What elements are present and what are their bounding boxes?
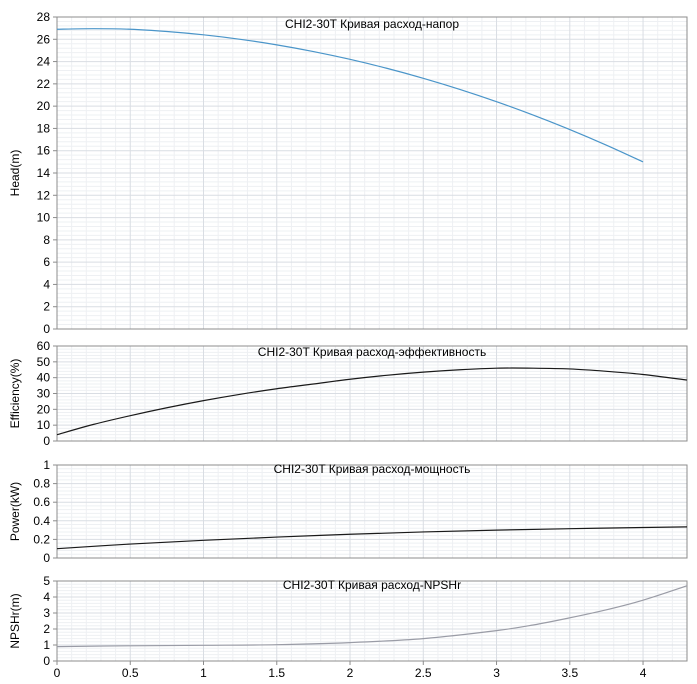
y-axis-label: NPSHr(m) (8, 593, 22, 648)
x-tick-label: 2 (347, 666, 354, 680)
x-tick-label: 0.5 (122, 666, 139, 680)
y-tick-label: 0 (43, 322, 50, 336)
plot-frame (56, 16, 688, 330)
y-tick-label: 5 (43, 574, 50, 588)
series-line-1-0 (56, 367, 688, 436)
y-tick-label: 18 (37, 121, 51, 135)
chart-panel-2: 0 0.2 0.4 0.6 0.8 1 CHI2-30T Кривая расход-мощ… (8, 458, 688, 565)
y-tick-label: 26 (37, 32, 51, 46)
y-tick-label: 1 (43, 638, 50, 652)
x-tick-label: 1.5 (268, 666, 285, 680)
series-line-3-0 (56, 585, 688, 648)
y-tick-label: 0.6 (33, 495, 50, 509)
series-line-2-0 (56, 526, 688, 550)
x-tick-label: 1 (200, 666, 207, 680)
y-tick-label: 12 (37, 188, 51, 202)
chart-title: CHI2-30T Кривая расход-NPSHr (283, 578, 461, 592)
y-tick-label: 20 (37, 99, 51, 113)
y-tick-label: 0 (43, 654, 50, 668)
y-tick-label: 10 (37, 211, 51, 225)
y-axis-label: Efficiency(%) (8, 359, 22, 429)
y-tick-label: 6 (43, 255, 50, 269)
y-axis-label: Head(m) (8, 150, 22, 197)
y-tick-label: 1 (43, 458, 50, 472)
y-tick-label: 0 (43, 551, 50, 565)
y-tick-label: 24 (37, 55, 51, 69)
plot-frame (56, 345, 688, 442)
y-tick-label: 0.8 (33, 477, 50, 491)
y-tick-label: 40 (37, 371, 51, 385)
y-tick-label: 10 (37, 418, 51, 432)
y-tick-label: 50 (37, 355, 51, 369)
y-tick-label: 30 (37, 387, 51, 401)
y-tick-label: 20 (37, 402, 51, 416)
x-tick-label: 3 (493, 666, 500, 680)
x-tick-label: 0 (54, 666, 61, 680)
y-tick-label: 22 (37, 77, 51, 91)
y-tick-label: 60 (37, 339, 51, 353)
plot-frame (56, 464, 688, 559)
y-tick-label: 14 (37, 166, 51, 180)
y-tick-label: 0 (43, 434, 50, 448)
chart-title: CHI2-30T Кривая расход-мощность (274, 462, 471, 476)
x-tick-label: 4 (640, 666, 647, 680)
y-tick-label: 2 (43, 622, 50, 636)
x-tick-label: 3.5 (561, 666, 578, 680)
y-tick-label: 2 (43, 300, 50, 314)
chart-title: CHI2-30T Кривая расход-напор (285, 17, 459, 31)
y-tick-label: 0.2 (33, 532, 50, 546)
chart-title: CHI2-30T Кривая расход-эффективность (258, 345, 486, 359)
x-tick-label: 2.5 (415, 666, 432, 680)
y-tick-label: 16 (37, 144, 51, 158)
y-tick-label: 8 (43, 233, 50, 247)
y-tick-label: 0.4 (33, 514, 50, 528)
series-line-0-0 (56, 28, 644, 163)
plot-frame (56, 580, 688, 662)
y-tick-label: 28 (37, 10, 51, 24)
y-tick-label: 4 (43, 590, 50, 604)
y-tick-label: 4 (43, 277, 50, 291)
y-axis-label: Power(kW) (8, 482, 22, 541)
y-tick-label: 3 (43, 606, 50, 620)
